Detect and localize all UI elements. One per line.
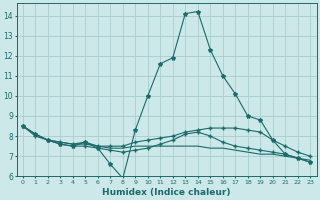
X-axis label: Humidex (Indice chaleur): Humidex (Indice chaleur) bbox=[102, 188, 231, 197]
